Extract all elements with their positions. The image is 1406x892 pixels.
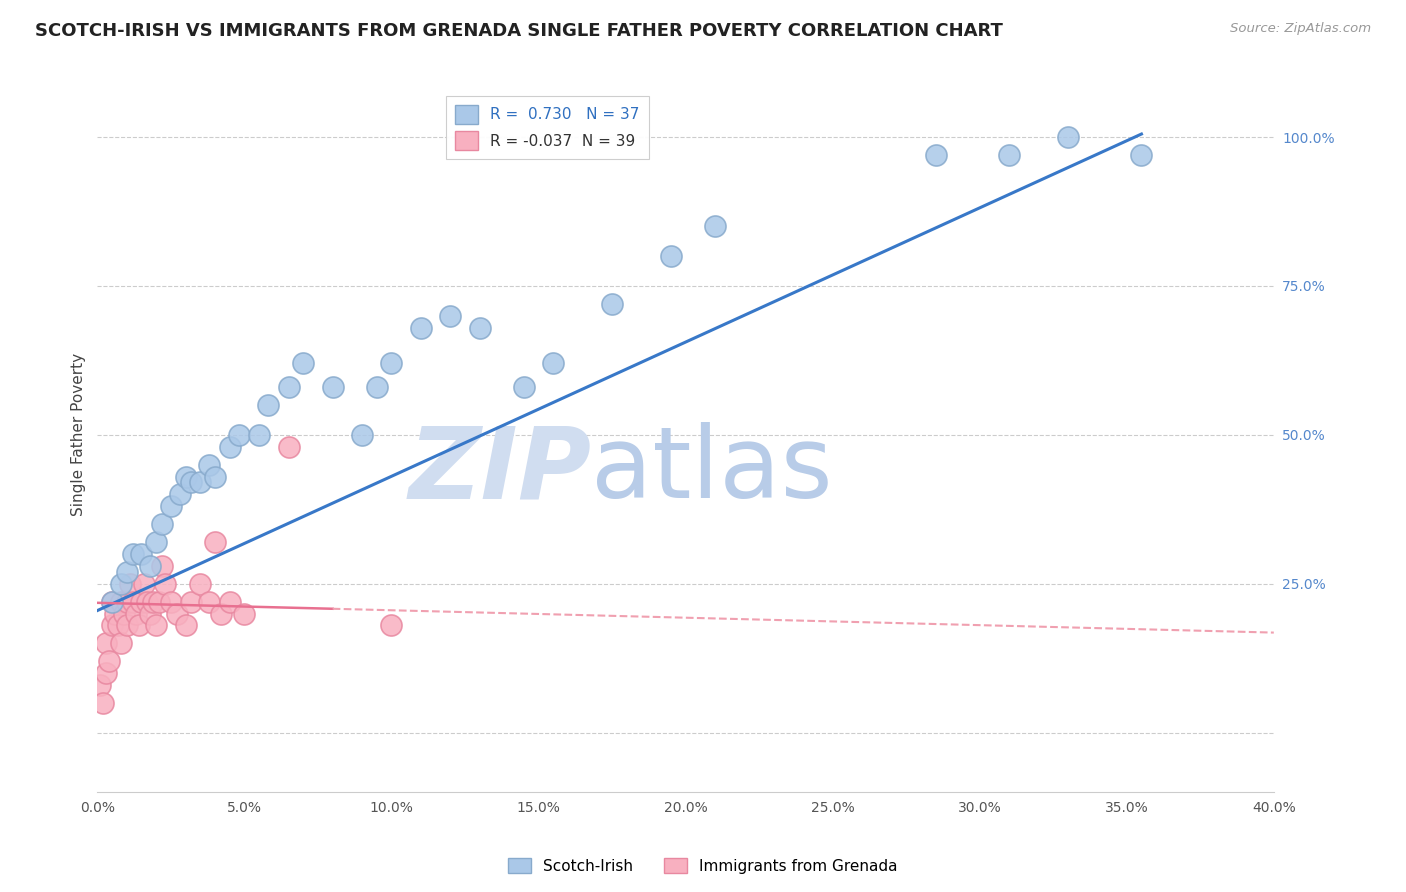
Point — [188, 576, 211, 591]
Legend: R =  0.730   N = 37, R = -0.037  N = 39: R = 0.730 N = 37, R = -0.037 N = 39 — [446, 95, 650, 159]
Point — [107, 618, 129, 632]
Point — [228, 427, 250, 442]
Point — [352, 427, 374, 442]
Point — [247, 427, 270, 442]
Point — [112, 607, 135, 621]
Point — [322, 380, 344, 394]
Text: Source: ZipAtlas.com: Source: ZipAtlas.com — [1230, 22, 1371, 36]
Point — [139, 558, 162, 573]
Point — [145, 535, 167, 549]
Point — [169, 487, 191, 501]
Point — [101, 618, 124, 632]
Point — [128, 618, 150, 632]
Point — [142, 594, 165, 608]
Point — [1130, 148, 1153, 162]
Point — [96, 636, 118, 650]
Point — [218, 594, 240, 608]
Text: atlas: atlas — [592, 422, 834, 519]
Point — [131, 547, 153, 561]
Point — [136, 594, 159, 608]
Point — [145, 618, 167, 632]
Point — [134, 576, 156, 591]
Point — [409, 320, 432, 334]
Text: ZIP: ZIP — [409, 422, 592, 519]
Point — [110, 636, 132, 650]
Point — [166, 607, 188, 621]
Point — [277, 440, 299, 454]
Point — [150, 558, 173, 573]
Point — [180, 594, 202, 608]
Point — [204, 469, 226, 483]
Point — [198, 458, 221, 472]
Point — [257, 398, 280, 412]
Point — [121, 547, 143, 561]
Point — [998, 148, 1021, 162]
Point — [380, 618, 402, 632]
Point — [160, 500, 183, 514]
Point — [118, 576, 141, 591]
Text: SCOTCH-IRISH VS IMMIGRANTS FROM GRENADA SINGLE FATHER POVERTY CORRELATION CHART: SCOTCH-IRISH VS IMMIGRANTS FROM GRENADA … — [35, 22, 1002, 40]
Point — [96, 666, 118, 681]
Point — [233, 607, 256, 621]
Point — [704, 219, 727, 234]
Point — [180, 475, 202, 490]
Point — [150, 517, 173, 532]
Point — [131, 594, 153, 608]
Point — [188, 475, 211, 490]
Point — [209, 607, 232, 621]
Point — [292, 356, 315, 370]
Point — [600, 297, 623, 311]
Point — [110, 594, 132, 608]
Point — [139, 607, 162, 621]
Point — [110, 576, 132, 591]
Point — [153, 576, 176, 591]
Point — [541, 356, 564, 370]
Point — [101, 594, 124, 608]
Point — [468, 320, 491, 334]
Point — [204, 535, 226, 549]
Point — [174, 618, 197, 632]
Point — [924, 148, 946, 162]
Point — [115, 594, 138, 608]
Point — [101, 594, 124, 608]
Point — [1057, 130, 1080, 145]
Legend: Scotch-Irish, Immigrants from Grenada: Scotch-Irish, Immigrants from Grenada — [502, 852, 904, 880]
Point — [380, 356, 402, 370]
Point — [115, 565, 138, 579]
Point — [104, 607, 127, 621]
Point — [148, 594, 170, 608]
Point — [439, 309, 461, 323]
Point — [659, 249, 682, 263]
Point — [160, 594, 183, 608]
Point — [513, 380, 536, 394]
Point — [277, 380, 299, 394]
Point — [174, 469, 197, 483]
Point — [121, 594, 143, 608]
Point — [218, 440, 240, 454]
Point — [124, 607, 146, 621]
Y-axis label: Single Father Poverty: Single Father Poverty — [72, 353, 86, 516]
Point — [366, 380, 388, 394]
Point — [89, 678, 111, 692]
Point — [198, 594, 221, 608]
Point — [98, 654, 121, 668]
Point — [115, 618, 138, 632]
Point — [91, 696, 114, 710]
